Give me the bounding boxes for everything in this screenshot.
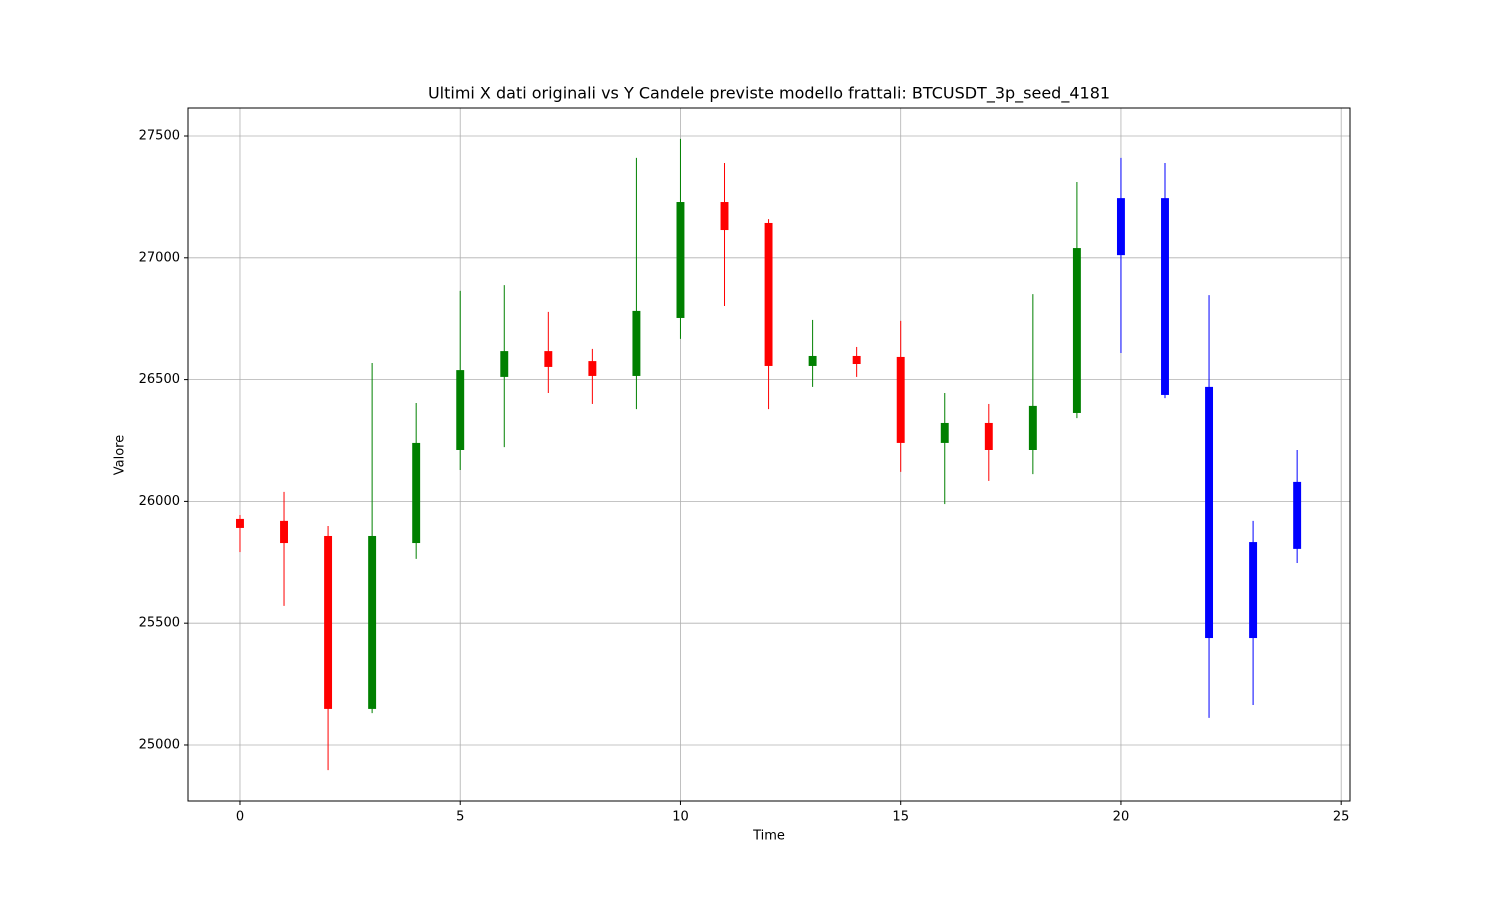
candle-body (808, 355, 817, 366)
y-tick-label: 27500 (139, 129, 180, 144)
x-tick-label: 25 (1333, 810, 1350, 825)
y-tick-label: 25500 (139, 616, 180, 631)
candle-body (1293, 481, 1302, 549)
candle-body (500, 351, 509, 377)
candle-body (1116, 198, 1125, 256)
candle-body (588, 361, 597, 376)
candle-body (896, 356, 905, 443)
candle-body (852, 355, 861, 365)
chart-title: Ultimi X dati originali vs Y Candele pre… (428, 84, 1110, 104)
x-axis-label: Time (752, 829, 785, 844)
candle-body (1028, 405, 1037, 450)
candle-body (984, 422, 993, 450)
plot-frame (187, 107, 1351, 802)
candle-body (368, 535, 377, 709)
y-tick-label: 26000 (139, 494, 180, 509)
candle-body (280, 520, 288, 544)
candle-body (236, 518, 244, 528)
candle-body (632, 310, 641, 376)
candle-body (676, 202, 685, 318)
y-tick-label: 27000 (139, 250, 180, 265)
candle-body (940, 422, 949, 443)
candle-body (1072, 248, 1081, 413)
candle-body (1161, 198, 1169, 395)
candle-body (324, 535, 333, 709)
candle-body (720, 202, 729, 231)
x-tick-label: 15 (892, 810, 909, 825)
candle-body (764, 222, 773, 366)
x-tick-label: 10 (672, 810, 689, 825)
candle-body (412, 442, 421, 544)
x-tick-label: 0 (236, 810, 244, 825)
candle-body (456, 370, 465, 450)
x-tick-label: 20 (1113, 810, 1130, 825)
y-axis-label: Valore (113, 435, 128, 475)
y-tick-label: 26500 (139, 372, 180, 387)
candle-body (1249, 542, 1258, 639)
candle-body (1205, 386, 1214, 639)
candle-body (544, 351, 553, 367)
x-tick-label: 5 (456, 810, 464, 825)
y-tick-label: 25000 (139, 737, 180, 752)
